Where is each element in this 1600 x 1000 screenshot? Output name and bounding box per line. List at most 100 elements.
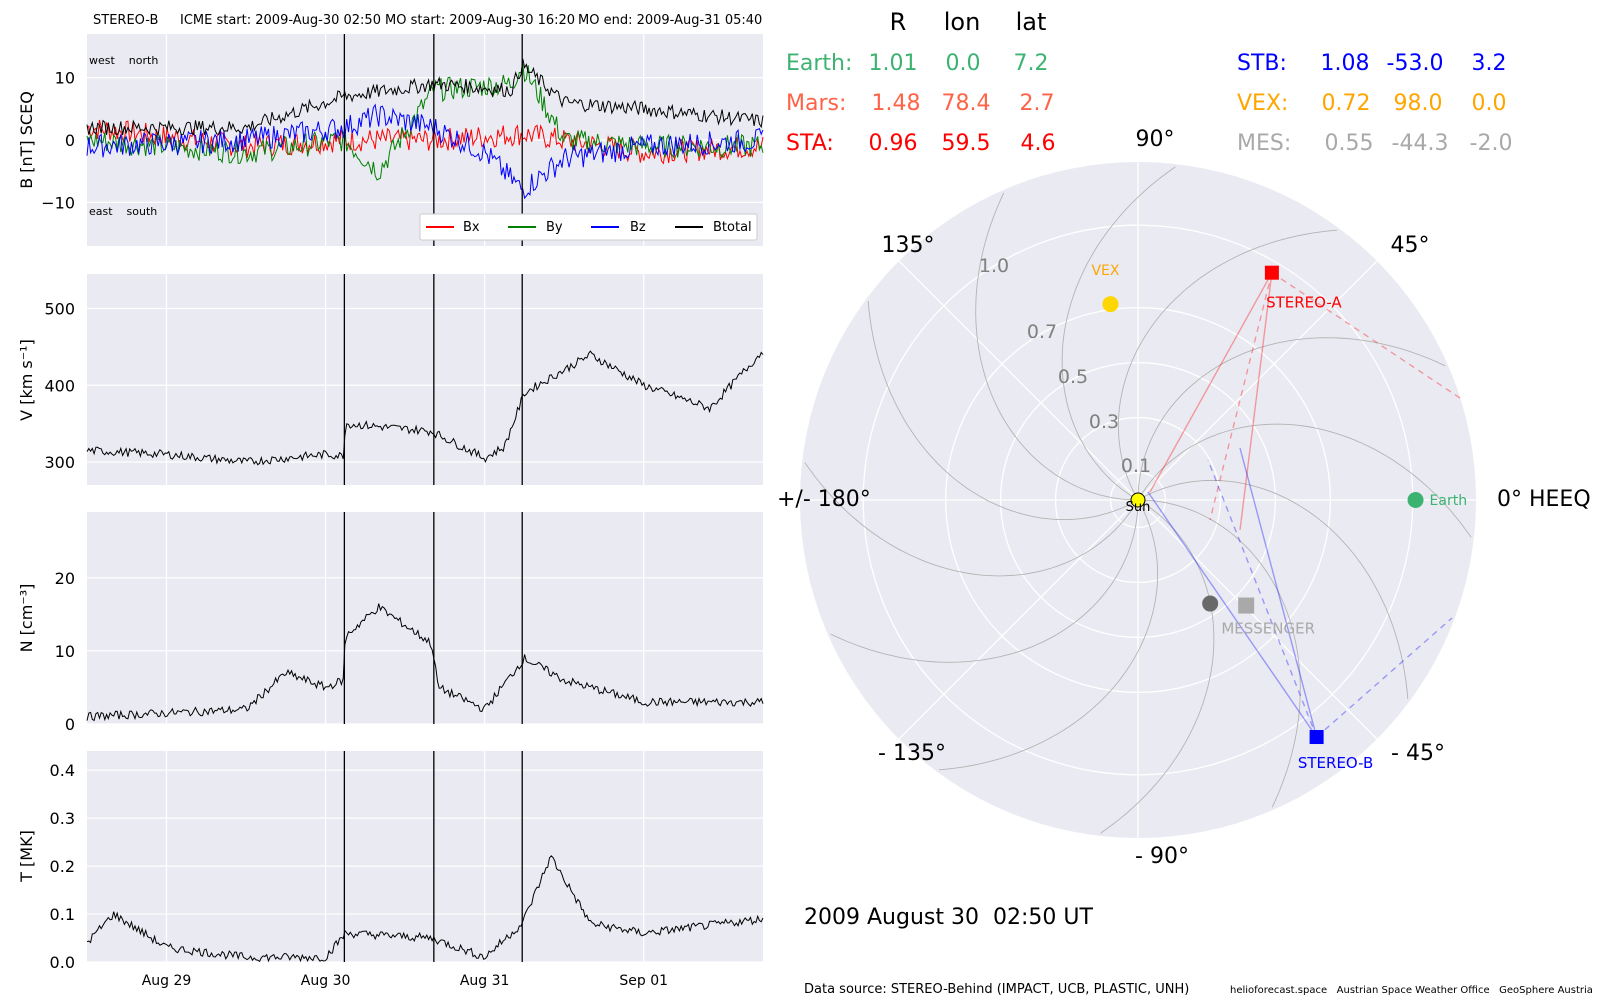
y-tick-label: −10 bbox=[41, 193, 75, 212]
y-tick-label: 0 bbox=[65, 715, 75, 734]
mercury-marker bbox=[1202, 595, 1219, 612]
sun-label: Sun bbox=[1126, 500, 1151, 515]
header-mo-end: MO end: 2009-Aug-31 05:40 bbox=[578, 13, 762, 28]
vex-marker bbox=[1102, 296, 1119, 313]
pos-header-lat: lat bbox=[1016, 8, 1047, 36]
t-ylabel: T [MK] bbox=[17, 830, 36, 883]
polar-spoke bbox=[1137, 260, 1378, 501]
y-tick-label: 0.4 bbox=[50, 761, 75, 780]
parker-spiral-line bbox=[1137, 479, 1409, 700]
series-n-line bbox=[86, 603, 764, 722]
parker-spiral-line bbox=[938, 499, 1159, 771]
position-table: R lon lat Earth: 1.01 0.0 7.2 Mars: 1.48… bbox=[786, 8, 1512, 156]
n-ylabel: N [cm⁻³] bbox=[17, 584, 36, 653]
b-east-south-label: east south bbox=[89, 205, 157, 218]
x-tick-label: Aug 30 bbox=[301, 973, 351, 989]
polar-plot: Sun Earth VEX STEREO-A STEREO-B MESSENGER bbox=[800, 162, 1476, 838]
fov-line bbox=[1316, 617, 1453, 738]
polar-spoke bbox=[1137, 499, 1378, 740]
parker-spiral-line bbox=[830, 499, 1139, 663]
pos-sta-r: 0.96 bbox=[869, 131, 918, 156]
y-tick-label: 10 bbox=[55, 69, 75, 88]
pos-sta-lon: 59.5 bbox=[942, 131, 991, 156]
v-panel-bg bbox=[87, 274, 763, 485]
fov-line bbox=[1209, 272, 1273, 521]
angle-label-m135: - 135° bbox=[878, 741, 946, 766]
pos-header-r: R bbox=[890, 8, 907, 36]
messenger-label: MESSENGER bbox=[1221, 620, 1315, 638]
angle-label-m45: - 45° bbox=[1391, 741, 1445, 766]
pos-earth-lat: 7.2 bbox=[1014, 51, 1049, 76]
fov-line bbox=[1271, 272, 1461, 399]
b-legend-box bbox=[419, 213, 758, 241]
header-spacecraft: STEREO-B bbox=[93, 13, 158, 28]
b-west-north-label: west north bbox=[89, 54, 158, 67]
pos-vex-name: VEX: bbox=[1237, 91, 1288, 116]
y-tick-label: 0.2 bbox=[50, 857, 75, 876]
pos-mes-lon: -44.3 bbox=[1392, 131, 1449, 156]
series-by-line bbox=[86, 64, 764, 181]
x-tick-label: Aug 31 bbox=[460, 973, 510, 989]
panel-ticks: −10 0 10 300 400 500 0 10 20 0.0 0.1 0.2 0.3 0.4 Aug 2… bbox=[41, 69, 668, 989]
pos-vex-lon: 98.0 bbox=[1394, 91, 1443, 116]
parker-spiral-line bbox=[1100, 499, 1215, 834]
sun-marker bbox=[1130, 492, 1146, 508]
x-tick-label: Aug 29 bbox=[142, 973, 192, 989]
angle-label-45: 45° bbox=[1391, 233, 1430, 258]
legend-bx-label: Bx bbox=[463, 220, 480, 235]
footer-source: Data source: STEREO-Behind (IMPACT, UCB,… bbox=[804, 982, 1189, 997]
fov-line bbox=[1147, 491, 1318, 738]
pos-mes-lat: -2.0 bbox=[1470, 131, 1513, 156]
y-tick-label: 0.0 bbox=[50, 953, 75, 972]
radial-label-0-5: 0.5 bbox=[1058, 366, 1088, 388]
radial-label-0-1: 0.1 bbox=[1121, 455, 1151, 477]
polar-spoke bbox=[898, 499, 1139, 740]
parker-spiral-line bbox=[867, 300, 1139, 521]
legend-bz-label: Bz bbox=[630, 220, 646, 235]
t-panel-bg bbox=[87, 751, 763, 962]
header-mo-start: MO start: 2009-Aug-30 16:20 bbox=[385, 13, 575, 28]
pos-sta-lat: 4.6 bbox=[1021, 131, 1056, 156]
pos-header-lon: lon bbox=[944, 8, 981, 36]
pos-earth-r: 1.01 bbox=[869, 51, 918, 76]
panel-series bbox=[86, 58, 764, 963]
stereo-a-label: STEREO-A bbox=[1266, 294, 1342, 312]
polar-spoke bbox=[898, 260, 1139, 501]
radial-label-0-3: 0.3 bbox=[1089, 411, 1119, 433]
pos-stb-r: 1.08 bbox=[1321, 51, 1370, 76]
fov-line bbox=[1239, 272, 1273, 531]
pos-mars-name: Mars: bbox=[786, 91, 846, 116]
angle-label-90: 90° bbox=[1136, 127, 1175, 152]
pos-mars-r: 1.48 bbox=[872, 91, 921, 116]
y-tick-label: 0.3 bbox=[50, 809, 75, 828]
y-tick-label: 300 bbox=[44, 453, 75, 472]
parker-spiral-line bbox=[1137, 423, 1472, 538]
b-legend: Bx By Bz Btotal bbox=[419, 213, 758, 241]
fov-line bbox=[1207, 459, 1318, 738]
angle-label-135: 135° bbox=[882, 233, 935, 258]
y-tick-label: 10 bbox=[55, 642, 75, 661]
series-bz-line bbox=[86, 103, 764, 200]
fov-line bbox=[1239, 447, 1318, 738]
event-lines bbox=[343, 34, 523, 962]
stereo-b-marker bbox=[1309, 730, 1324, 745]
pos-vex-r: 0.72 bbox=[1322, 91, 1371, 116]
pos-mes-name: MES: bbox=[1237, 131, 1291, 156]
pos-mars-lat: 2.7 bbox=[1020, 91, 1055, 116]
fov-line bbox=[1149, 272, 1273, 493]
pos-earth-lon: 0.0 bbox=[946, 51, 981, 76]
y-tick-label: 400 bbox=[44, 376, 75, 395]
parker-spiral-line bbox=[1117, 229, 1338, 501]
pos-stb-lon: -53.0 bbox=[1387, 51, 1444, 76]
parker-spiral-line bbox=[975, 192, 1139, 501]
n-panel-bg bbox=[87, 512, 763, 724]
earth-marker bbox=[1407, 492, 1424, 508]
pos-mars-lon: 78.4 bbox=[942, 91, 991, 116]
pos-earth-name: Earth: bbox=[786, 51, 852, 76]
legend-btot-label: Btotal bbox=[713, 220, 752, 235]
instrument-fov-lines bbox=[1147, 272, 1461, 738]
polar-bodies: Sun Earth VEX STEREO-A STEREO-B MESSENGER bbox=[1091, 263, 1467, 772]
stereo-a-marker bbox=[1264, 265, 1279, 280]
pos-mes-r: 0.55 bbox=[1325, 131, 1374, 156]
pos-sta-name: STA: bbox=[786, 131, 834, 156]
